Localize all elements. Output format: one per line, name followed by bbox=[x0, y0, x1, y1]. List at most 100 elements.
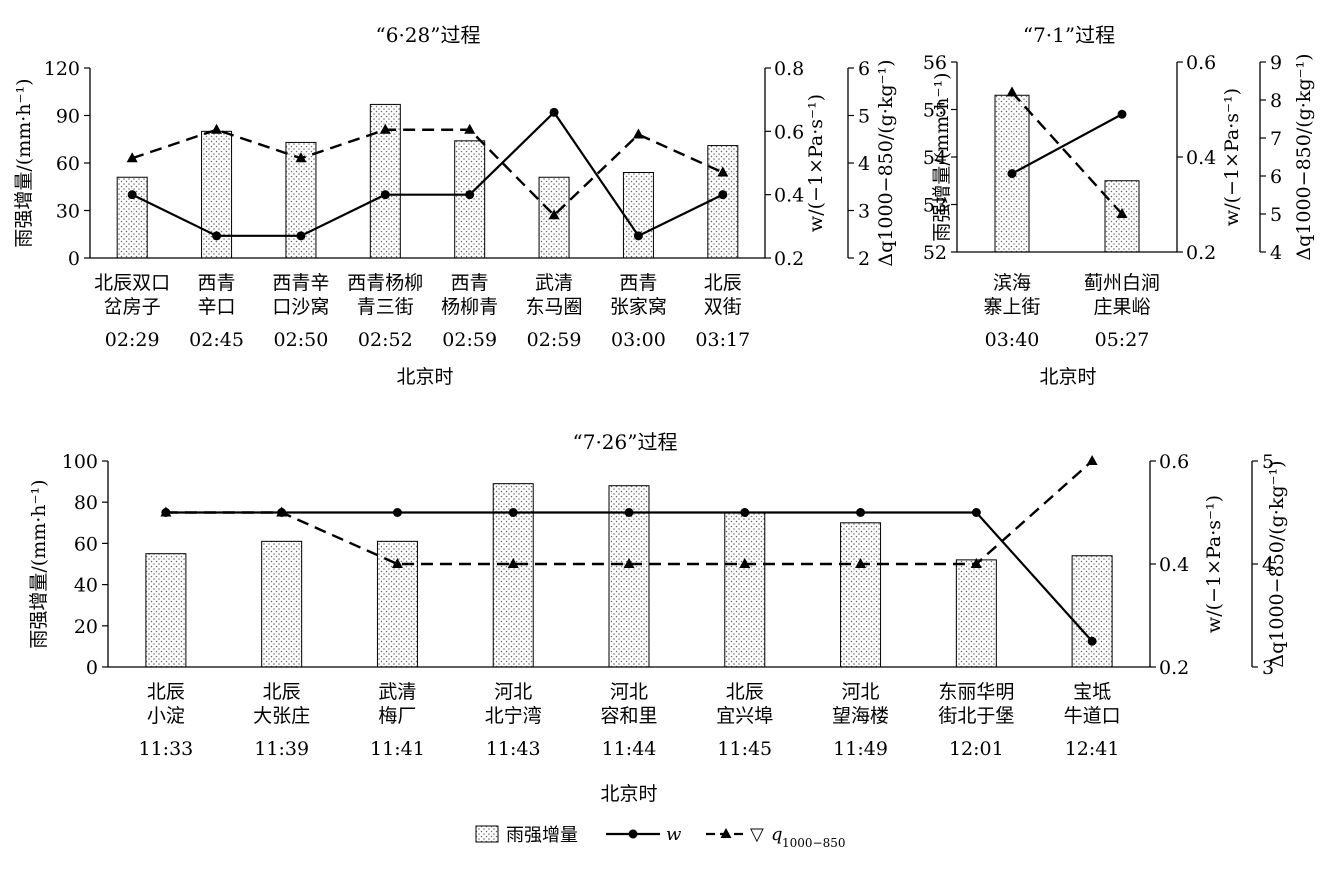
series-q-point-2 bbox=[391, 558, 403, 568]
x-category-time: 11:33 bbox=[139, 738, 194, 760]
series-q-point-6 bbox=[632, 128, 644, 139]
y-tick-label-q: 8 bbox=[1270, 90, 1282, 112]
y-tick-label-q: 3 bbox=[858, 201, 870, 223]
x-category-line2: 张家窝 bbox=[610, 296, 667, 318]
x-category-line2: 青三街 bbox=[357, 296, 414, 318]
x-category-time: 02:59 bbox=[527, 329, 582, 351]
y-tick-label-left: 30 bbox=[56, 201, 80, 223]
x-category-time: 02:45 bbox=[189, 329, 244, 351]
y-tick-label-left: 0 bbox=[68, 248, 80, 270]
series-q-point-7 bbox=[717, 166, 729, 177]
x-category-line2: 口沙窝 bbox=[272, 296, 329, 318]
series-q-point-6 bbox=[855, 558, 867, 568]
series-w-point-2 bbox=[296, 231, 306, 241]
x-category-time: 02:52 bbox=[358, 329, 413, 351]
y-tick-label-q: 4 bbox=[1262, 554, 1274, 576]
x-category-time: 11:44 bbox=[602, 738, 657, 760]
x-category-line1: 西青杨柳 bbox=[347, 272, 423, 294]
series-q-point-3 bbox=[379, 123, 391, 134]
y-tick-label-left: 100 bbox=[62, 451, 98, 473]
x-category-line1: 河北 bbox=[610, 681, 648, 703]
legend: 雨强增量 w ▽ q 1000−850 bbox=[475, 824, 846, 850]
x-category-line1: 北辰 bbox=[147, 681, 185, 703]
y-tick-label-q: 6 bbox=[1270, 166, 1282, 188]
x-category-time: 02:59 bbox=[442, 329, 497, 351]
y-tick-label-w: 0.6 bbox=[1186, 52, 1216, 74]
series-w-point-0 bbox=[127, 190, 137, 200]
x-category-time: 03:00 bbox=[611, 329, 666, 351]
series-w-point-5 bbox=[740, 508, 750, 517]
x-category-line1: 西青 bbox=[198, 272, 236, 294]
x-category-line1: 武清 bbox=[535, 272, 573, 294]
bar-rain-8 bbox=[1071, 555, 1113, 668]
series-q-point-0 bbox=[126, 152, 138, 163]
y-tick-label-left: 20 bbox=[74, 616, 98, 638]
series-q-line bbox=[131, 128, 724, 217]
x-category-line1: 滨海 bbox=[993, 272, 1031, 294]
series-q-point-0 bbox=[160, 506, 172, 517]
x-category-line2: 北宁湾 bbox=[485, 705, 542, 727]
chart-title: “7·1”过程 bbox=[1023, 23, 1115, 47]
y-tick-label-left: 120 bbox=[44, 58, 80, 80]
y-axis-label-w: w/(−1×Pa·s⁻¹) bbox=[805, 94, 827, 232]
x-category-line2: 双街 bbox=[704, 296, 742, 318]
legend-bar-label: 雨强增量 bbox=[506, 825, 578, 846]
y-tick-label-w: 0.4 bbox=[774, 185, 804, 207]
bar-rain-4 bbox=[454, 140, 486, 259]
series-q-point-1 bbox=[211, 123, 223, 134]
y-tick-label-left: 90 bbox=[56, 106, 80, 128]
chart-title: “7·26”过程 bbox=[573, 430, 678, 454]
y-tick-label-q: 3 bbox=[1262, 657, 1274, 679]
series-q-point-2 bbox=[295, 152, 307, 163]
x-category-time: 12:01 bbox=[949, 738, 1004, 760]
y-tick-label-w: 0.6 bbox=[774, 121, 804, 143]
x-axis-label: 北京时 bbox=[1039, 366, 1096, 388]
legend-q-marker bbox=[720, 828, 732, 838]
y-tick-label-q: 4 bbox=[1270, 242, 1282, 264]
chart-title: “6·28”过程 bbox=[376, 23, 481, 47]
y-axis-label-w: w/(−1×Pa·s⁻¹) bbox=[1221, 88, 1243, 226]
bar-rain-7 bbox=[707, 145, 739, 259]
y-tick-label-left: 55 bbox=[923, 100, 947, 122]
y-tick-label-q: 6 bbox=[858, 58, 870, 80]
x-category-line1: 蓟州白涧 bbox=[1084, 272, 1160, 294]
series-w-point-7 bbox=[971, 508, 981, 517]
y-tick-label-w: 0.8 bbox=[774, 58, 804, 80]
bar-rain-6 bbox=[622, 172, 654, 259]
x-category-line1: 武清 bbox=[378, 681, 416, 703]
x-category-time: 12:41 bbox=[1065, 738, 1120, 760]
chart-panel-1: “7·1”过程52535455560.20.40.6456789滨海寨上街03:… bbox=[923, 23, 1315, 388]
y-tick-label-w: 0.2 bbox=[1186, 242, 1216, 264]
x-category-line2: 庄果峪 bbox=[1093, 296, 1150, 318]
y-tick-label-q: 5 bbox=[858, 106, 870, 128]
x-axis-label: 北京时 bbox=[396, 366, 453, 388]
x-category-line1: 西青辛 bbox=[272, 272, 329, 294]
x-category-line1: 河北 bbox=[842, 681, 880, 703]
y-tick-label-left: 60 bbox=[56, 153, 80, 175]
series-w-line bbox=[131, 110, 724, 238]
x-category-time: 11:43 bbox=[486, 738, 541, 760]
y-tick-label-q: 5 bbox=[1262, 451, 1274, 473]
x-category-time: 03:40 bbox=[985, 329, 1040, 351]
series-q-point-1 bbox=[276, 506, 288, 517]
x-category-line2: 望海楼 bbox=[832, 705, 889, 727]
x-category-line1: 北辰 bbox=[263, 681, 301, 703]
y-tick-label-left: 60 bbox=[74, 533, 98, 555]
series-q-point-0 bbox=[1006, 86, 1018, 97]
y-tick-label-q: 5 bbox=[1270, 204, 1282, 226]
series-q-point-7 bbox=[970, 558, 982, 568]
series-q-point-8 bbox=[1086, 455, 1098, 465]
y-axis-label-left: 雨强增量/(mm·h⁻¹) bbox=[28, 479, 50, 648]
x-category-time: 03:17 bbox=[695, 329, 750, 351]
series-w-point-8 bbox=[1087, 636, 1097, 646]
series-q-line bbox=[1011, 91, 1123, 215]
y-tick-label-left: 56 bbox=[923, 52, 947, 74]
x-category-line2: 寨上街 bbox=[983, 296, 1040, 318]
y-axis-label-q: Δq1000−850/(g·kg⁻¹) bbox=[1266, 460, 1288, 667]
series-w-point-4 bbox=[624, 508, 634, 517]
x-category-time: 11:41 bbox=[370, 738, 425, 760]
x-category-line2: 东马圈 bbox=[526, 296, 583, 318]
series-w-point-1 bbox=[1117, 109, 1127, 119]
series-w-point-6 bbox=[633, 231, 643, 241]
